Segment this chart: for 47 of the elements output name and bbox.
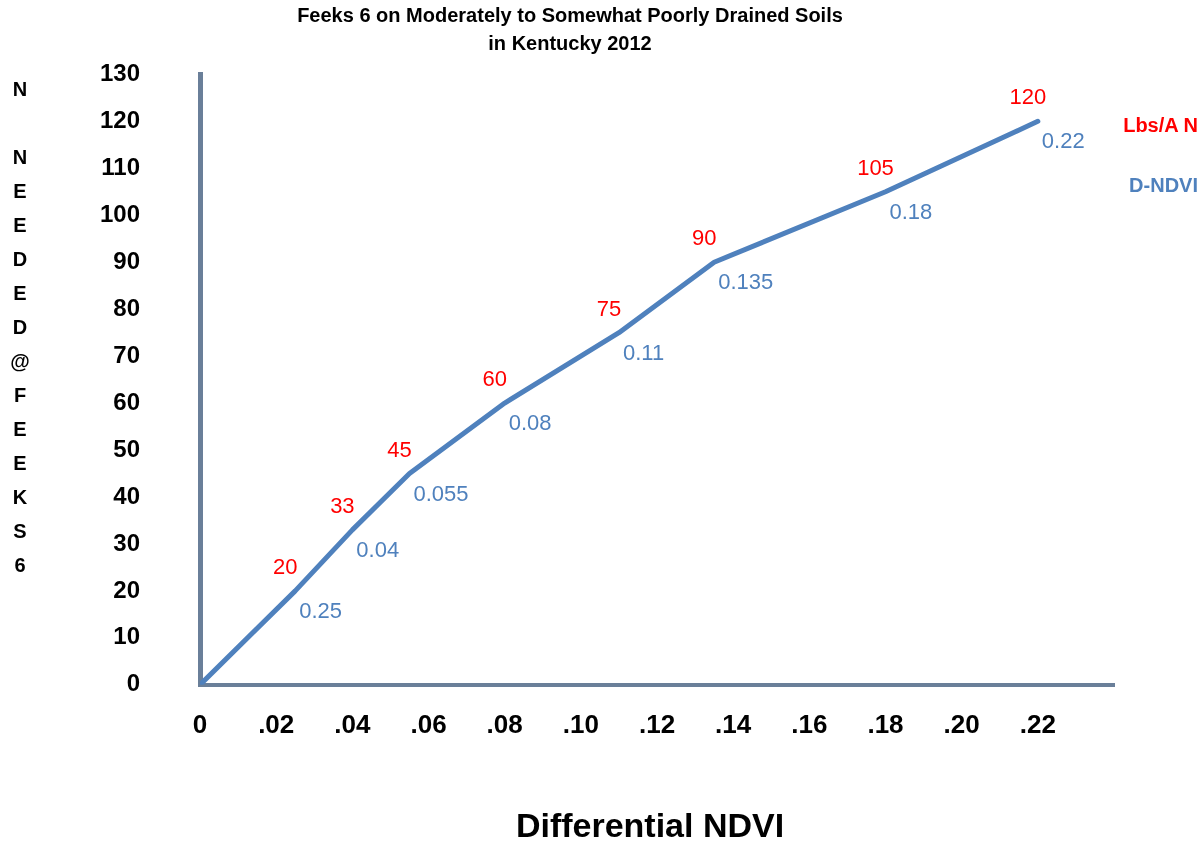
annotation: 0.18 xyxy=(889,198,933,224)
x-tick-label: .02 xyxy=(258,708,295,739)
x-tick-label: 0 xyxy=(192,708,208,739)
y-tick-label: 10 xyxy=(113,622,141,650)
y-tick-label: 40 xyxy=(113,481,141,509)
data-label: 20 xyxy=(273,553,298,579)
y-tick-label: 110 xyxy=(101,152,141,180)
annotation: 0.11 xyxy=(622,339,665,365)
annotation: 0.25 xyxy=(299,597,343,623)
y-tick-label: 30 xyxy=(113,528,141,556)
data-label: 75 xyxy=(596,295,622,321)
x-tick-label: .22 xyxy=(1019,708,1056,739)
y-tick-label: 20 xyxy=(113,575,141,603)
annotation: 0.08 xyxy=(508,410,552,436)
data-label: 90 xyxy=(691,225,717,251)
data-label: 33 xyxy=(330,492,355,518)
text: Lbs/A N xyxy=(1123,113,1198,136)
data-label: 105 xyxy=(857,154,894,180)
x-axis-title: Differential NDVI xyxy=(515,806,785,845)
y-tick-label: 60 xyxy=(113,387,141,415)
x-tick-label: .10 xyxy=(562,708,599,739)
annotation: 0.22 xyxy=(1041,128,1085,154)
annotation: 0.135 xyxy=(718,269,774,295)
y-tick-label: 120 xyxy=(100,105,141,133)
x-tick-label: .12 xyxy=(638,708,676,739)
y-tick-label: 0 xyxy=(126,669,141,697)
x-tick-label: .18 xyxy=(867,708,904,739)
data-label: 120 xyxy=(1009,84,1047,110)
y-tick-label: 100 xyxy=(100,199,141,227)
y-tick-label: 90 xyxy=(113,246,141,274)
x-tick-label: .08 xyxy=(486,708,523,739)
data-label: 45 xyxy=(387,436,412,462)
chart-title: Feeks 6 on Moderately to Somewhat Poorly Drained Soils in Kentucky 2012 xyxy=(297,3,843,54)
x-tick-label: .20 xyxy=(943,708,980,739)
annotation: 0.055 xyxy=(413,480,469,506)
data-label: 60 xyxy=(482,366,507,392)
text: N NEEDED@FEEKS6 xyxy=(10,77,30,576)
x-tick-label: .14 xyxy=(715,708,752,739)
y-tick-label: 70 xyxy=(113,340,141,368)
y-tick-label: 80 xyxy=(113,293,141,321)
x-tick-label: .04 xyxy=(334,708,371,739)
text: D-NDVI xyxy=(1129,173,1198,196)
y-tick-label: 130 xyxy=(100,59,141,87)
x-tick-label: .06 xyxy=(410,708,447,739)
x-tick-label: .16 xyxy=(791,708,828,739)
y-tick-label: 50 xyxy=(113,434,141,462)
annotation: 0.04 xyxy=(356,536,400,562)
